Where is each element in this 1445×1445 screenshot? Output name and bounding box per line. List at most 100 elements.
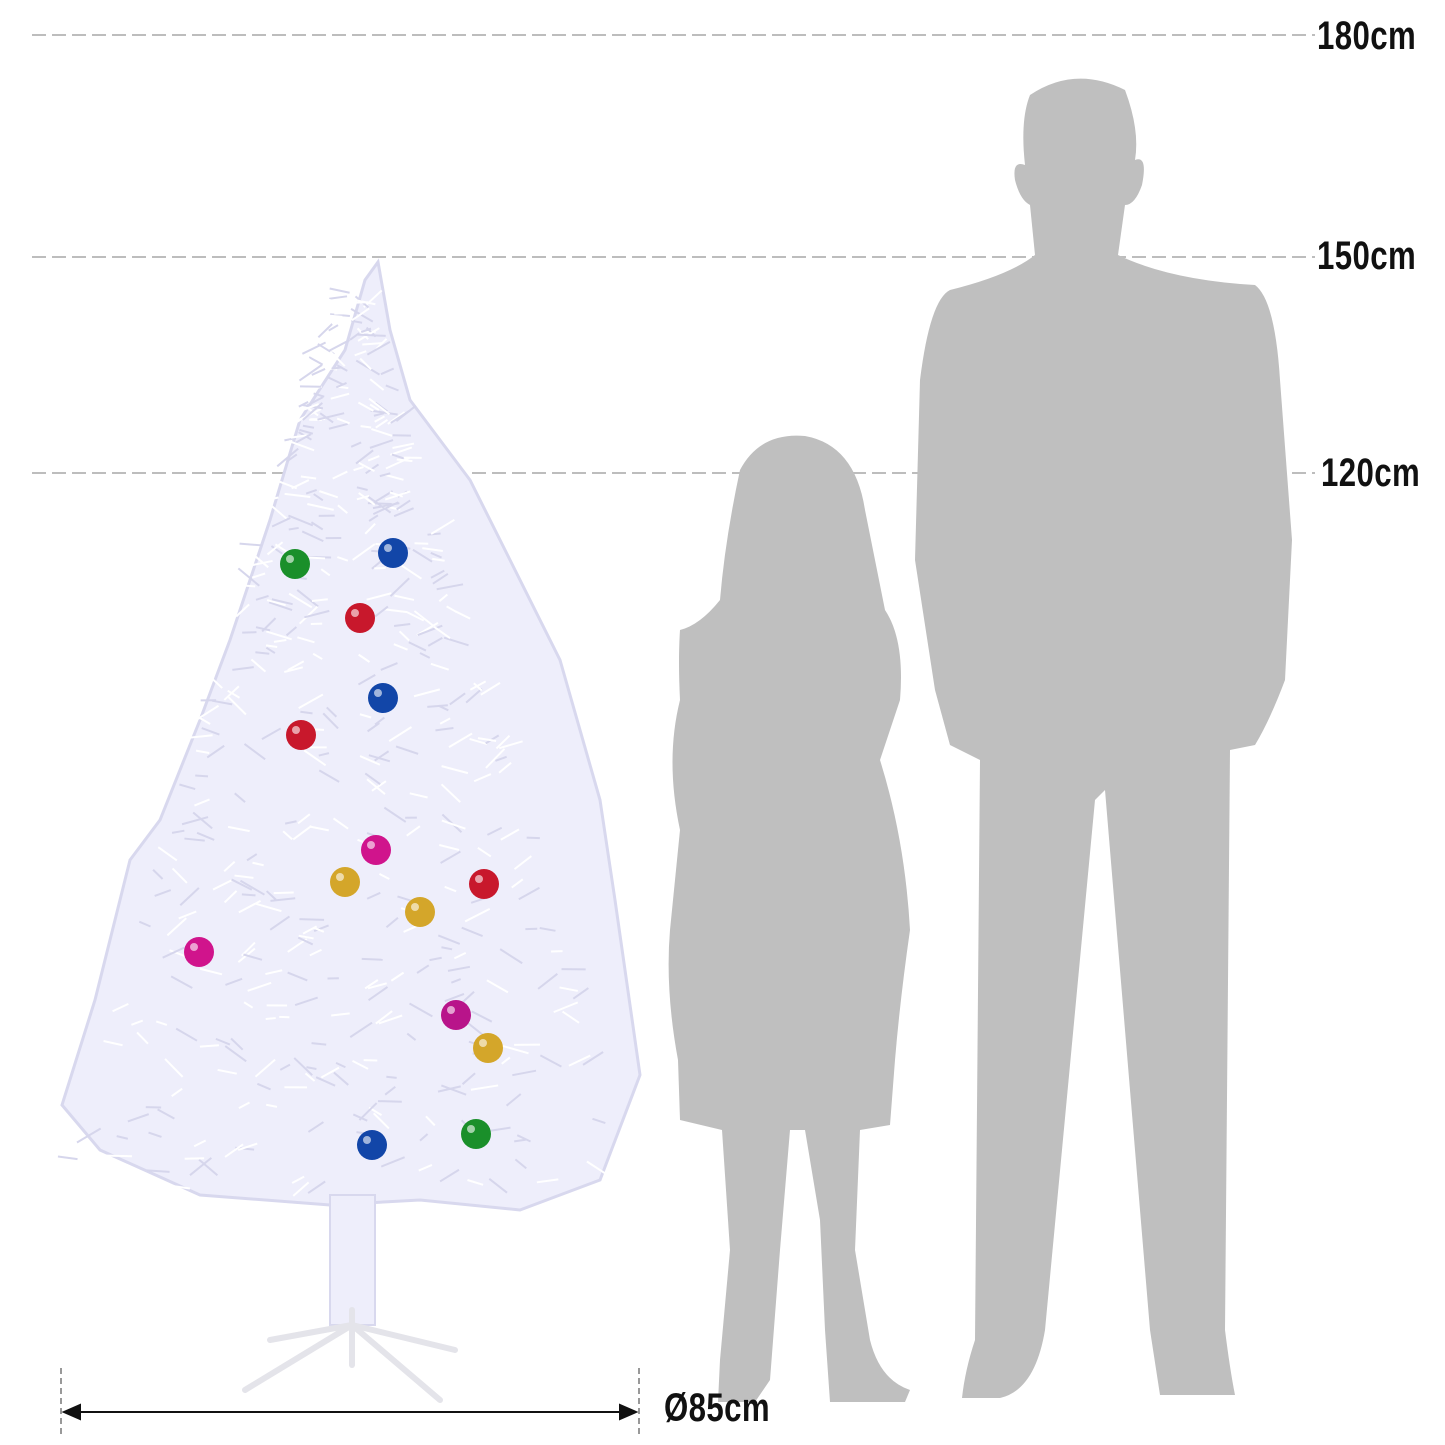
needle	[454, 610, 471, 620]
needle	[320, 568, 331, 577]
needle	[367, 455, 380, 462]
needle	[211, 699, 233, 706]
needle	[439, 844, 460, 851]
needle	[367, 982, 387, 990]
needle	[311, 368, 326, 376]
needle	[357, 673, 376, 686]
needle	[238, 1101, 250, 1109]
needle	[480, 682, 501, 696]
needle	[335, 1061, 346, 1069]
needle	[127, 1113, 150, 1123]
needle	[417, 624, 443, 636]
needle	[198, 1158, 219, 1177]
needle	[440, 850, 461, 864]
needle	[409, 1002, 433, 1018]
needle	[273, 891, 294, 895]
needle	[469, 737, 488, 746]
needle	[309, 825, 329, 832]
needle	[511, 878, 524, 889]
needle	[430, 551, 442, 559]
needle	[561, 1010, 580, 1024]
ornament-highlight	[447, 1006, 455, 1014]
needle	[368, 754, 391, 763]
needle	[297, 936, 314, 946]
needle	[439, 1168, 460, 1183]
needle	[297, 636, 315, 644]
needle	[297, 813, 311, 825]
needle	[291, 479, 310, 490]
needle	[334, 311, 347, 315]
needle	[490, 1126, 511, 1132]
needle	[437, 934, 461, 945]
needle	[331, 366, 342, 370]
ornament-highlight	[374, 689, 382, 697]
needle	[467, 1179, 484, 1186]
needle	[279, 1063, 291, 1071]
ornament-ball	[286, 720, 316, 750]
needle	[170, 975, 193, 989]
needle	[317, 323, 333, 339]
needle	[390, 971, 405, 982]
needle	[512, 1069, 537, 1077]
needle	[266, 599, 286, 607]
needle	[215, 1037, 231, 1046]
needle	[363, 289, 383, 308]
needle	[430, 569, 445, 579]
needle	[330, 392, 350, 400]
ornament-highlight	[384, 544, 392, 552]
needle	[359, 713, 372, 719]
needle	[393, 507, 414, 518]
needle	[248, 559, 273, 567]
needle	[265, 646, 276, 654]
needle	[255, 595, 269, 601]
needle	[188, 710, 211, 725]
ornament-ball	[461, 1119, 491, 1149]
needle	[297, 367, 320, 373]
needle	[408, 641, 427, 652]
needle	[539, 927, 556, 932]
needle	[311, 598, 328, 603]
needle	[384, 1085, 396, 1096]
needle	[234, 792, 246, 803]
needle	[240, 584, 256, 588]
needle	[352, 1113, 368, 1122]
needle	[288, 592, 313, 609]
needle	[166, 917, 187, 937]
needle	[105, 1154, 133, 1158]
needle	[234, 874, 254, 879]
needle	[314, 302, 341, 309]
needle	[302, 424, 315, 429]
ornament-highlight	[467, 1125, 475, 1133]
needle	[385, 384, 399, 392]
needle	[450, 978, 462, 984]
needle	[206, 744, 225, 759]
needle	[413, 688, 441, 698]
needle	[369, 439, 394, 449]
needle	[300, 710, 313, 715]
needle	[351, 307, 370, 322]
needle	[432, 572, 449, 585]
needle	[254, 555, 269, 569]
needle	[301, 341, 327, 355]
needle	[419, 1133, 429, 1142]
needle	[499, 948, 523, 965]
needle	[500, 828, 520, 841]
needle	[305, 396, 324, 407]
needle	[375, 418, 389, 429]
height-label-120: 120cm	[1321, 451, 1421, 495]
needle	[199, 1044, 219, 1048]
needle	[282, 830, 293, 841]
needle	[435, 727, 454, 732]
needle	[349, 332, 360, 341]
needle	[138, 920, 151, 928]
needle	[238, 899, 262, 914]
needle	[239, 542, 263, 547]
needle	[136, 1031, 149, 1045]
needle	[329, 350, 346, 367]
needle	[380, 1156, 406, 1168]
needle	[332, 817, 349, 830]
needle	[498, 761, 512, 774]
needle	[514, 1158, 527, 1170]
needle	[189, 1157, 212, 1176]
needle	[350, 308, 374, 323]
